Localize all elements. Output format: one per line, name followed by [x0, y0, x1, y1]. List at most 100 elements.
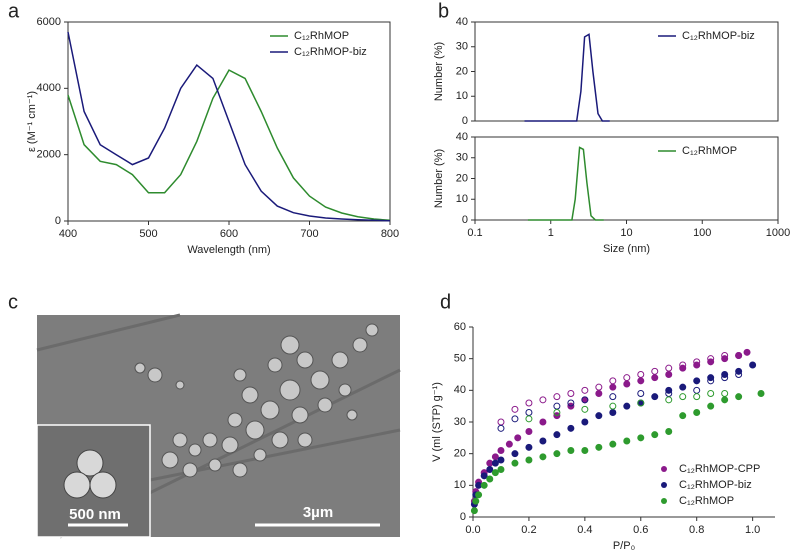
data-point: [525, 443, 533, 451]
y-axis-label: V (ml (STP) g⁻¹): [431, 382, 443, 462]
y-tick-label: 2000: [37, 149, 61, 161]
data-line: [67, 69, 391, 222]
data-point: [665, 396, 673, 404]
data-point: [595, 390, 603, 397]
data-point: [553, 393, 561, 401]
y-tick-label: 20: [456, 172, 468, 184]
data-point: [707, 402, 715, 410]
inset-scale-label: 500 nm: [69, 506, 121, 523]
data-point: [757, 390, 765, 397]
y-tick-label: 0: [460, 511, 466, 523]
x-axis-label: P/P₀: [613, 540, 635, 550]
data-point: [651, 374, 659, 382]
data-point: [651, 431, 659, 439]
y-tick-label: 0: [55, 215, 61, 227]
data-point: [679, 383, 687, 391]
data-point: [486, 466, 494, 473]
data-point: [470, 507, 478, 515]
scale-label: 3µm: [303, 504, 333, 521]
y-tick-label: 10: [456, 90, 468, 102]
data-point: [609, 440, 617, 448]
x-tick-label: 800: [381, 228, 399, 240]
data-point: [637, 434, 645, 442]
legend-label: C₁₂RhMOP: [679, 495, 734, 507]
data-point: [581, 418, 589, 426]
data-point: [679, 393, 687, 401]
y-tick-label: 10: [454, 479, 466, 491]
legend-label: C₁₂RhMOP-biz: [682, 30, 755, 42]
data-point: [665, 364, 673, 372]
panel-letter: d: [440, 291, 451, 313]
data-point: [553, 402, 561, 410]
y-tick-label: 0: [462, 115, 468, 127]
x-tick-label: 0.2: [521, 524, 536, 536]
data-point: [525, 415, 533, 423]
y-tick-label: 30: [454, 416, 466, 428]
data-point: [511, 450, 519, 458]
data-point: [693, 393, 701, 401]
data-point: [651, 367, 659, 375]
sem-image: 500 nm 3µm c: [8, 291, 401, 539]
y-tick-label: 20: [456, 65, 468, 77]
data-point: [567, 447, 575, 454]
data-point: [609, 383, 617, 391]
data-point: [637, 371, 645, 378]
legend-swatch: [661, 482, 667, 488]
legend-swatch: [661, 498, 667, 504]
data-point: [609, 377, 617, 385]
data-point: [511, 405, 519, 413]
data-point: [735, 371, 743, 378]
legend-label: C₁₂RhMOP-biz: [679, 479, 752, 491]
y-axis-label: ε (M⁻¹ cm⁻¹): [26, 91, 38, 152]
x-axis-label: Size (nm): [603, 243, 650, 255]
data-line: [67, 31, 391, 222]
data-point: [623, 402, 631, 410]
x-tick-label: 400: [59, 228, 77, 240]
data-point: [609, 409, 617, 416]
y-tick-label: 40: [454, 384, 466, 396]
data-point: [514, 434, 522, 442]
data-point: [651, 393, 659, 401]
data-point: [491, 453, 499, 461]
x-tick-label: 100: [693, 227, 711, 239]
data-point: [567, 424, 575, 432]
data-point: [707, 377, 715, 385]
y-axis-label: Number (%): [433, 149, 445, 208]
x-tick-label: 1000: [766, 227, 790, 239]
data-point: [491, 469, 499, 477]
data-point: [595, 412, 603, 420]
data-point: [567, 399, 575, 407]
data-point: [553, 450, 561, 458]
x-tick-label: 1: [548, 227, 554, 239]
data-line: [527, 146, 604, 221]
data-point: [623, 380, 631, 388]
x-axis-label: Wavelength (nm): [187, 244, 270, 256]
x-tick-label: 0.6: [633, 524, 648, 536]
data-point: [497, 418, 505, 426]
data-point: [475, 491, 483, 499]
data-point: [735, 393, 743, 401]
data-point: [707, 390, 715, 397]
y-tick-label: 10: [456, 193, 468, 205]
data-point: [693, 409, 701, 416]
data-point: [581, 396, 589, 404]
y-tick-label: 40: [456, 16, 468, 28]
data-point: [497, 447, 505, 454]
data-point: [595, 383, 603, 391]
particles: [134, 323, 379, 478]
data-point: [525, 428, 533, 435]
x-tick-label: 0.0: [465, 524, 480, 536]
data-point: [525, 409, 533, 416]
data-point: [497, 424, 505, 432]
data-point: [609, 402, 617, 410]
legend-label: C₁₂RhMOP-biz: [294, 46, 367, 58]
y-tick-label: 30: [456, 152, 468, 164]
data-point: [679, 412, 687, 420]
legend-label: C₁₂RhMOP: [682, 145, 737, 157]
x-tick-label: 500: [139, 228, 157, 240]
y-tick-label: 60: [454, 321, 466, 333]
data-point: [693, 386, 701, 394]
data-point: [623, 437, 631, 445]
panel-letter: c: [8, 291, 18, 313]
